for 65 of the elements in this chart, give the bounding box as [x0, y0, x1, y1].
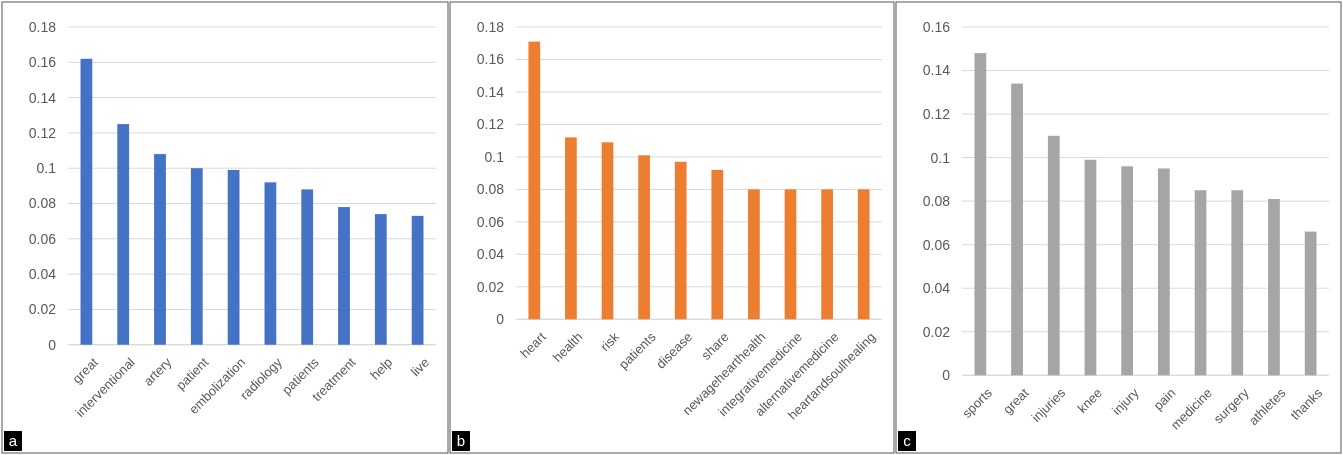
bar — [1268, 198, 1280, 376]
bar — [711, 169, 724, 320]
bar — [674, 161, 687, 320]
y-tick-label: 0.08 — [28, 195, 57, 212]
y-tick-label: 0.02 — [28, 301, 57, 318]
bar — [117, 124, 130, 345]
y-tick-label: 0.14 — [476, 83, 505, 100]
bar — [1047, 135, 1060, 376]
y-tick-label: 0.1 — [36, 160, 57, 177]
y-tick-label: 0.12 — [28, 124, 57, 141]
bar — [1084, 159, 1097, 376]
y-tick-label: 0.08 — [922, 193, 951, 210]
y-tick-label: 0.14 — [28, 89, 57, 106]
bar — [601, 142, 614, 320]
bar — [411, 215, 424, 345]
bar — [857, 189, 870, 320]
y-tick-label: 0.12 — [476, 116, 505, 133]
y-tick-label: 0.08 — [476, 181, 505, 198]
y-tick-label: 0.12 — [922, 105, 951, 122]
y-tick-label: 0.06 — [28, 230, 57, 247]
bar — [1304, 231, 1317, 376]
x-tick-label: risk — [597, 328, 623, 355]
bar — [1157, 168, 1170, 376]
y-tick-label: 0.1 — [484, 148, 505, 165]
bar — [1231, 190, 1244, 376]
bar — [638, 155, 650, 320]
x-tick-label: help — [367, 354, 396, 383]
bar — [374, 214, 387, 345]
y-tick-label: 0.1 — [930, 149, 951, 166]
bar — [338, 207, 350, 345]
y-tick-label: 0.04 — [28, 266, 57, 283]
bar — [227, 169, 240, 345]
y-tick-label: 0 — [496, 311, 505, 328]
bar — [748, 189, 760, 320]
bar — [154, 154, 166, 345]
bar — [565, 137, 577, 320]
y-tick-label: 0.02 — [922, 323, 951, 340]
bar — [1194, 190, 1207, 376]
y-tick-label: 0.06 — [476, 213, 505, 230]
y-tick-label: 0.04 — [476, 246, 505, 263]
text: a — [8, 432, 18, 450]
bar — [784, 189, 797, 320]
bar — [80, 58, 93, 345]
y-tick-label: 0.16 — [28, 54, 57, 71]
bar — [821, 189, 833, 320]
text: c — [903, 432, 912, 450]
y-tick-label: 0.04 — [922, 280, 951, 297]
y-tick-label: 0.18 — [476, 18, 505, 35]
bar — [190, 168, 203, 345]
bar — [974, 53, 987, 376]
bar — [1121, 166, 1134, 376]
bar — [528, 41, 541, 320]
bar — [1011, 83, 1023, 376]
x-tick-label: live — [407, 354, 433, 380]
y-tick-label: 0 — [942, 367, 951, 384]
bar — [264, 182, 277, 345]
y-tick-label: 0.02 — [476, 278, 505, 295]
y-tick-label: 0.16 — [922, 18, 951, 35]
y-tick-label: 0.16 — [476, 51, 505, 68]
y-tick-label: 0 — [48, 336, 57, 353]
y-tick-label: 0.06 — [922, 236, 951, 253]
y-tick-label: 0.18 — [28, 18, 57, 35]
y-tick-label: 0.14 — [922, 62, 951, 79]
text: b — [456, 432, 466, 450]
bar — [301, 189, 314, 345]
